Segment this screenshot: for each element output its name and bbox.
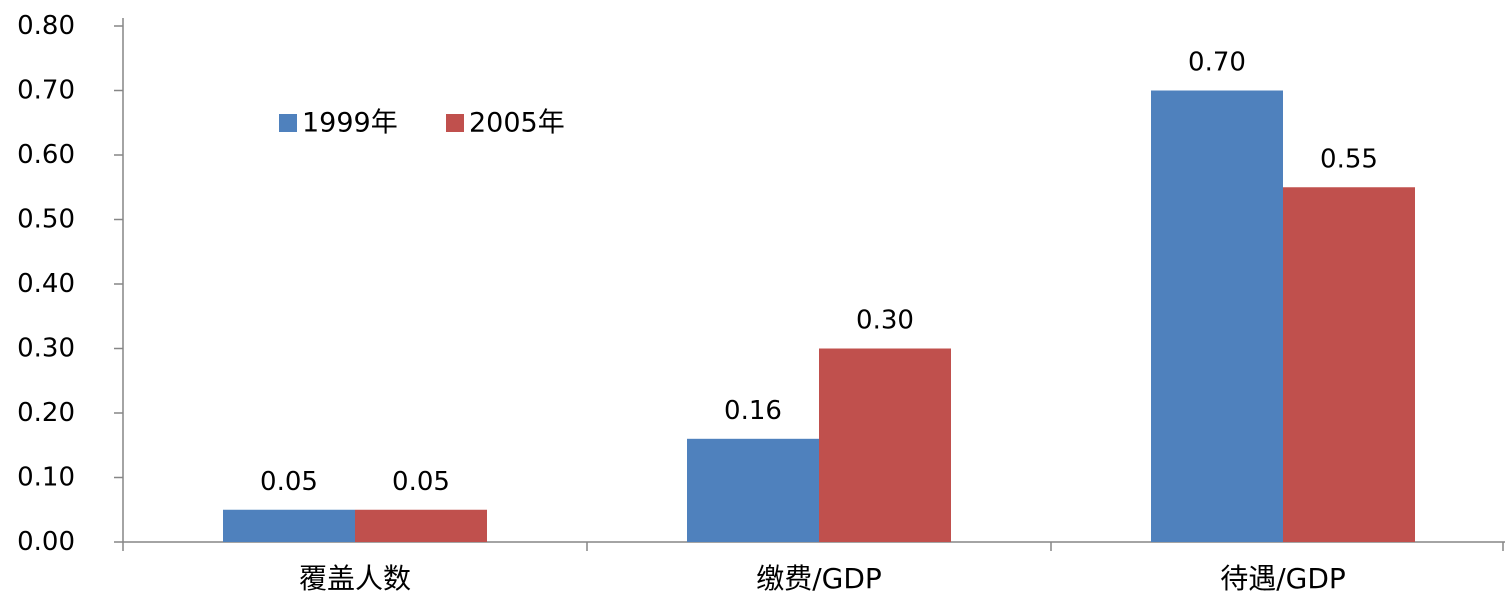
bar bbox=[819, 348, 951, 542]
y-tick-label: 0.20 bbox=[17, 398, 75, 428]
legend-swatch bbox=[279, 114, 297, 132]
x-axis: 覆盖人数 缴费/GDP 待遇/GDP bbox=[122, 541, 1505, 595]
bar bbox=[223, 509, 355, 542]
bar-value-label: 0.55 bbox=[1320, 144, 1378, 174]
y-tick-label: 0.50 bbox=[17, 205, 75, 235]
bar bbox=[1151, 90, 1283, 542]
y-tick-label: 0.30 bbox=[17, 334, 75, 364]
y-tick-label: 0.40 bbox=[17, 269, 75, 299]
y-tick-label: 0.00 bbox=[17, 527, 75, 557]
bar bbox=[687, 438, 819, 542]
bar-value-label: 0.16 bbox=[724, 396, 782, 426]
y-tick-label: 0.60 bbox=[17, 140, 75, 170]
x-category-label: 覆盖人数 bbox=[299, 562, 411, 595]
bar-value-label: 0.05 bbox=[392, 467, 450, 497]
y-axis: 0.00 0.10 0.20 0.30 0.40 0.50 0.60 0.70 0.80 bbox=[17, 11, 124, 557]
bar bbox=[355, 509, 487, 542]
legend-swatch bbox=[446, 114, 464, 132]
y-tick-label: 0.10 bbox=[17, 463, 75, 493]
legend-label: 1999年 bbox=[302, 108, 398, 139]
bar-value-label: 0.05 bbox=[260, 467, 318, 497]
y-tick-label: 0.70 bbox=[17, 76, 75, 106]
y-tick-label: 0.80 bbox=[17, 11, 75, 41]
bar-value-label: 0.70 bbox=[1188, 48, 1246, 78]
bars bbox=[223, 90, 1415, 542]
legend: 1999年 2005年 bbox=[279, 108, 565, 139]
data-labels: 0.05 0.05 0.16 0.30 0.70 0.55 bbox=[260, 48, 1378, 497]
bar-value-label: 0.30 bbox=[856, 306, 914, 336]
bar bbox=[1283, 187, 1415, 542]
x-category-label: 缴费/GDP bbox=[756, 562, 882, 595]
legend-label: 2005年 bbox=[469, 108, 565, 139]
x-category-label: 待遇/GDP bbox=[1220, 562, 1346, 595]
